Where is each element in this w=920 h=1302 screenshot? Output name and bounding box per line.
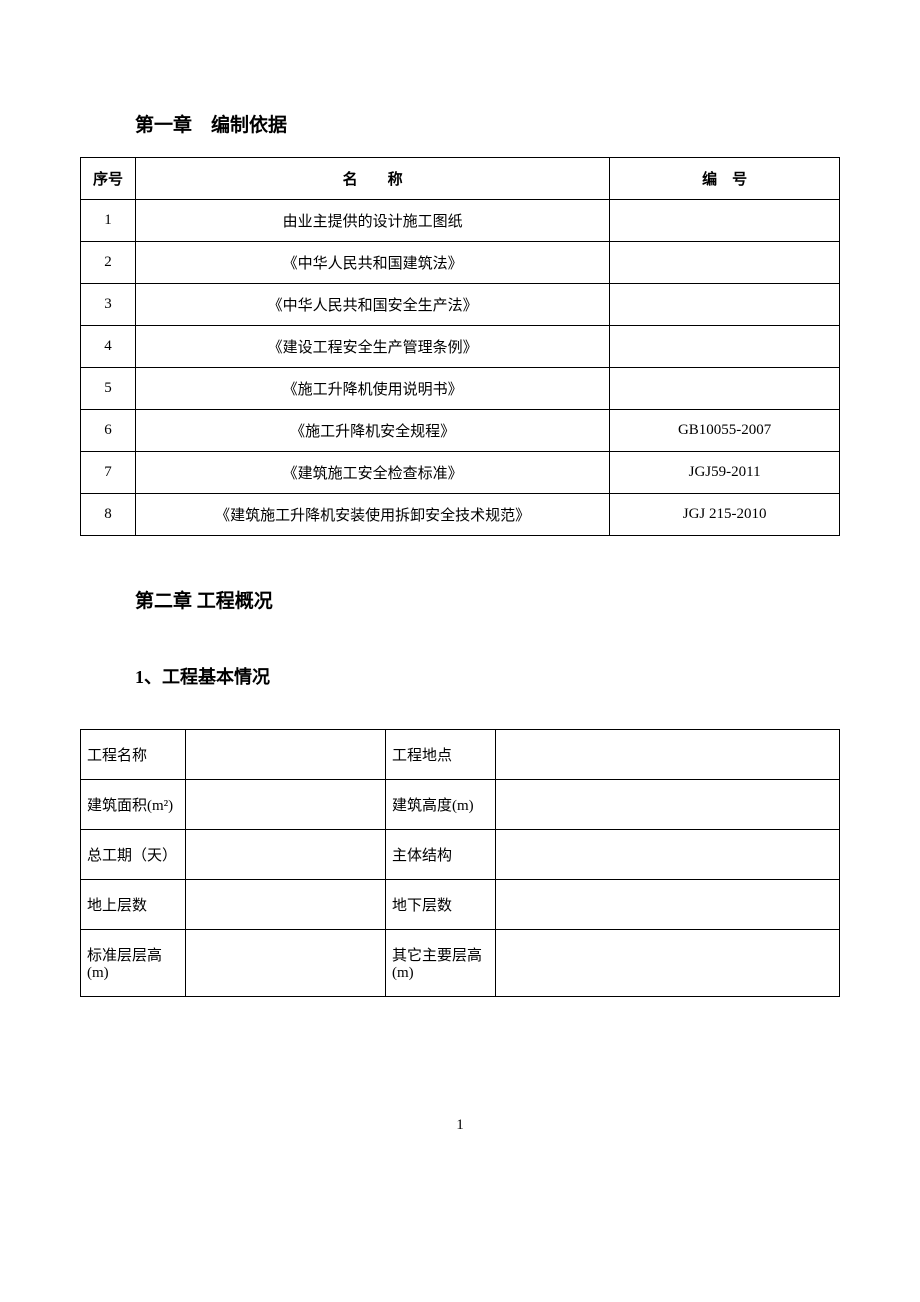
cell-name: 《建设工程安全生产管理条例》 bbox=[135, 326, 609, 368]
table-row: 8 《建筑施工升降机安装使用拆卸安全技术规范》 JGJ 215-2010 bbox=[81, 494, 840, 536]
table-row: 总工期（天） 主体结构 bbox=[81, 830, 840, 880]
section-1-title: 1、工程基本情况 bbox=[80, 663, 840, 689]
cell-number bbox=[610, 326, 840, 368]
cell-seq: 6 bbox=[81, 410, 136, 452]
header-number: 编 号 bbox=[610, 158, 840, 200]
cell-value bbox=[496, 880, 840, 930]
cell-label: 建筑面积(m²) bbox=[81, 780, 186, 830]
header-name: 名 称 bbox=[135, 158, 609, 200]
cell-number bbox=[610, 200, 840, 242]
cell-number bbox=[610, 242, 840, 284]
cell-seq: 7 bbox=[81, 452, 136, 494]
table-row: 2 《中华人民共和国建筑法》 bbox=[81, 242, 840, 284]
table-row: 7 《建筑施工安全检查标准》 JGJ59-2011 bbox=[81, 452, 840, 494]
table-row: 1 由业主提供的设计施工图纸 bbox=[81, 200, 840, 242]
cell-seq: 5 bbox=[81, 368, 136, 410]
cell-value bbox=[496, 930, 840, 997]
cell-label: 总工期（天） bbox=[81, 830, 186, 880]
cell-seq: 8 bbox=[81, 494, 136, 536]
cell-label: 工程地点 bbox=[386, 730, 496, 780]
cell-name: 《建筑施工升降机安装使用拆卸安全技术规范》 bbox=[135, 494, 609, 536]
project-info-table: 工程名称 工程地点 建筑面积(m²) 建筑高度(m) 总工期（天） 主体结构 地… bbox=[80, 729, 840, 997]
cell-number: JGJ59-2011 bbox=[610, 452, 840, 494]
cell-value bbox=[186, 780, 386, 830]
cell-seq: 2 bbox=[81, 242, 136, 284]
cell-label: 地下层数 bbox=[386, 880, 496, 930]
cell-value bbox=[496, 830, 840, 880]
cell-number: GB10055-2007 bbox=[610, 410, 840, 452]
cell-seq: 1 bbox=[81, 200, 136, 242]
cell-label: 主体结构 bbox=[386, 830, 496, 880]
cell-value bbox=[186, 830, 386, 880]
header-seq: 序号 bbox=[81, 158, 136, 200]
cell-seq: 3 bbox=[81, 284, 136, 326]
cell-number bbox=[610, 368, 840, 410]
cell-number bbox=[610, 284, 840, 326]
cell-label: 标准层层高(m) bbox=[81, 930, 186, 997]
cell-value bbox=[186, 880, 386, 930]
cell-name: 《中华人民共和国安全生产法》 bbox=[135, 284, 609, 326]
chapter-1-title: 第一章 编制依据 bbox=[80, 110, 840, 137]
cell-name: 《施工升降机使用说明书》 bbox=[135, 368, 609, 410]
basis-table: 序号 名 称 编 号 1 由业主提供的设计施工图纸 2 《中华人民共和国建筑法》… bbox=[80, 157, 840, 536]
page-number: 1 bbox=[80, 1117, 840, 1134]
cell-number: JGJ 215-2010 bbox=[610, 494, 840, 536]
cell-name: 由业主提供的设计施工图纸 bbox=[135, 200, 609, 242]
cell-label: 其它主要层高(m) bbox=[386, 930, 496, 997]
table-row: 建筑面积(m²) 建筑高度(m) bbox=[81, 780, 840, 830]
cell-seq: 4 bbox=[81, 326, 136, 368]
cell-value bbox=[186, 930, 386, 997]
table-header-row: 序号 名 称 编 号 bbox=[81, 158, 840, 200]
table-row: 6 《施工升降机安全规程》 GB10055-2007 bbox=[81, 410, 840, 452]
cell-value bbox=[186, 730, 386, 780]
cell-label: 建筑高度(m) bbox=[386, 780, 496, 830]
table-row: 工程名称 工程地点 bbox=[81, 730, 840, 780]
table-row: 4 《建设工程安全生产管理条例》 bbox=[81, 326, 840, 368]
cell-name: 《施工升降机安全规程》 bbox=[135, 410, 609, 452]
chapter-2-title: 第二章 工程概况 bbox=[80, 586, 840, 613]
table-row: 标准层层高(m) 其它主要层高(m) bbox=[81, 930, 840, 997]
table-row: 3 《中华人民共和国安全生产法》 bbox=[81, 284, 840, 326]
cell-label: 地上层数 bbox=[81, 880, 186, 930]
cell-name: 《建筑施工安全检查标准》 bbox=[135, 452, 609, 494]
cell-name: 《中华人民共和国建筑法》 bbox=[135, 242, 609, 284]
table-row: 5 《施工升降机使用说明书》 bbox=[81, 368, 840, 410]
cell-label: 工程名称 bbox=[81, 730, 186, 780]
cell-value bbox=[496, 730, 840, 780]
table-row: 地上层数 地下层数 bbox=[81, 880, 840, 930]
cell-value bbox=[496, 780, 840, 830]
